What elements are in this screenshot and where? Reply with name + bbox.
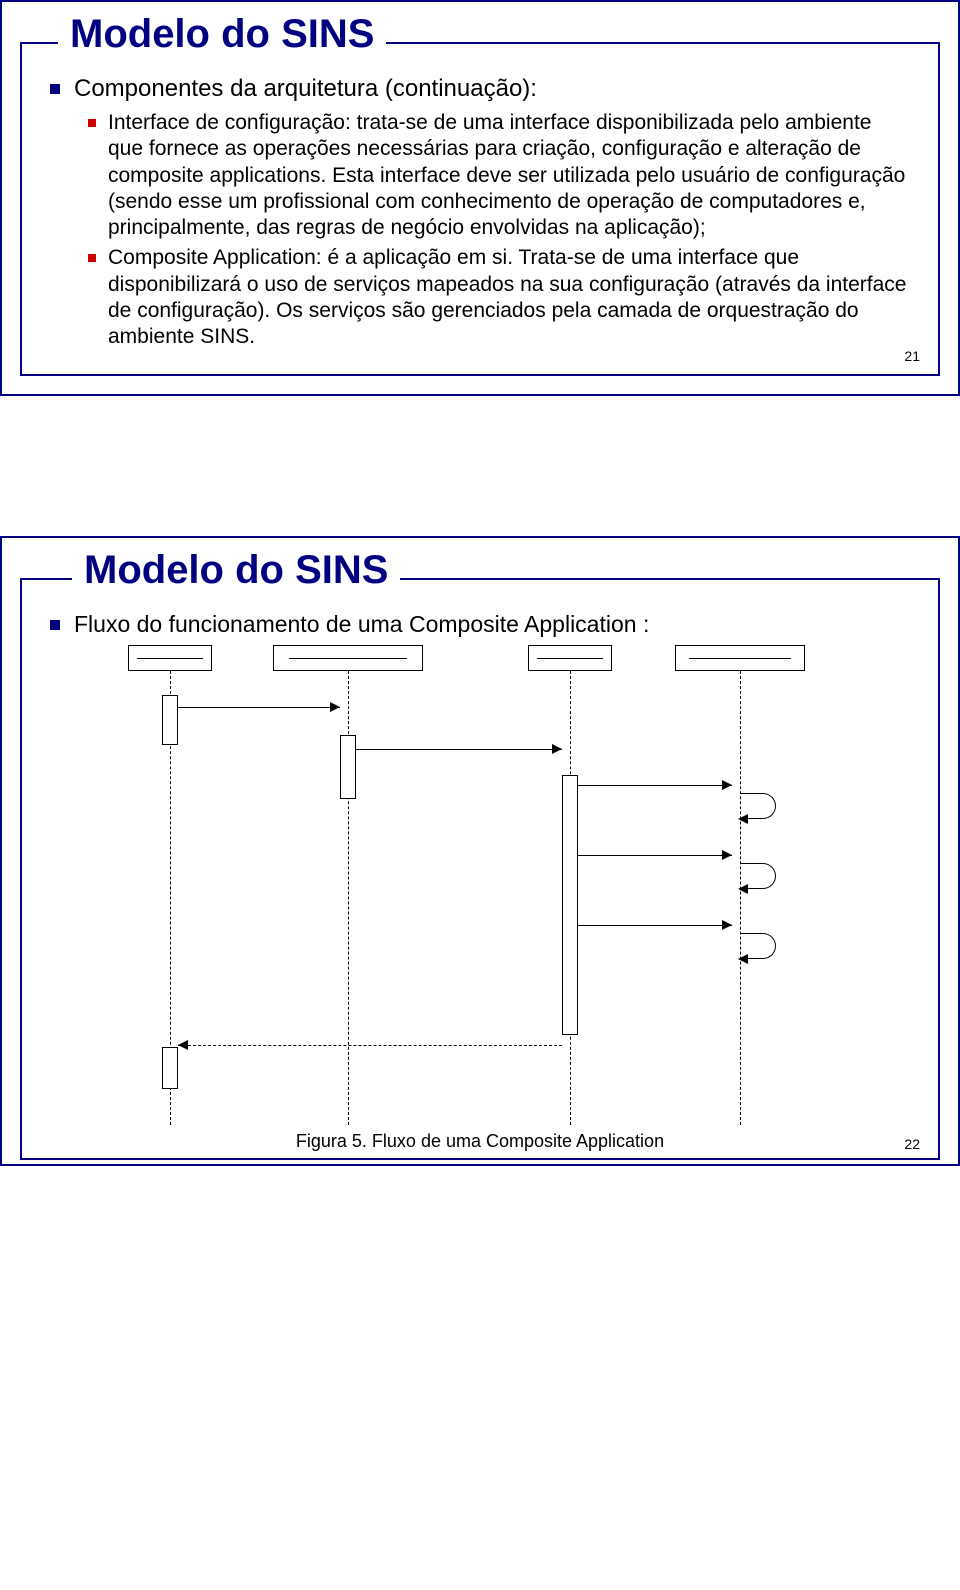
message-arrow bbox=[578, 925, 732, 926]
page-number: 21 bbox=[904, 348, 920, 364]
square-bullet-icon bbox=[88, 254, 96, 262]
lifeline-head bbox=[528, 645, 612, 671]
arrowhead-right-icon bbox=[722, 780, 732, 790]
message-arrow bbox=[578, 785, 732, 786]
square-bullet-icon bbox=[50, 620, 60, 630]
activation-bar bbox=[162, 695, 178, 745]
figure-caption: Figura 5. Fluxo de uma Composite Applica… bbox=[50, 1131, 910, 1152]
bullet-text: Fluxo do funcionamento de uma Composite … bbox=[74, 610, 649, 639]
message-arrow bbox=[578, 855, 732, 856]
arrowhead-left-icon bbox=[178, 1040, 188, 1050]
arrowhead-left-icon bbox=[738, 954, 748, 964]
sequence-diagram bbox=[100, 645, 860, 1125]
arrowhead-right-icon bbox=[330, 702, 340, 712]
slide-2-frame: Modelo do SINS Fluxo do funcionamento de… bbox=[20, 578, 940, 1160]
square-bullet-icon bbox=[50, 84, 60, 94]
page-number: 22 bbox=[904, 1136, 920, 1152]
slide-1-body: Componentes da arquitetura (continuação)… bbox=[22, 44, 938, 374]
lifeline-head bbox=[273, 645, 423, 671]
message-arrow bbox=[356, 749, 562, 750]
arrowhead-right-icon bbox=[722, 920, 732, 930]
bullet-text: Interface de configuração: trata-se de u… bbox=[108, 110, 910, 241]
activation-bar bbox=[162, 1047, 178, 1089]
slide-1-frame: Modelo do SINS Componentes da arquitetur… bbox=[20, 42, 940, 376]
arrowhead-left-icon bbox=[738, 814, 748, 824]
lifeline bbox=[740, 671, 741, 1125]
arrowhead-right-icon bbox=[722, 850, 732, 860]
activation-bar bbox=[562, 775, 578, 1035]
bullet-level2: Composite Application: é a aplicação em … bbox=[88, 245, 910, 350]
slide-2-title: Modelo do SINS bbox=[72, 548, 400, 593]
activation-bar bbox=[340, 735, 356, 799]
lifeline-head bbox=[128, 645, 212, 671]
slide-2: Modelo do SINS Fluxo do funcionamento de… bbox=[0, 536, 960, 1166]
message-arrow bbox=[178, 1045, 562, 1046]
slide-1-title: Modelo do SINS bbox=[58, 12, 386, 57]
slide-2-body: Fluxo do funcionamento de uma Composite … bbox=[22, 580, 938, 1158]
message-arrow bbox=[178, 707, 340, 708]
bullet-level1: Componentes da arquitetura (continuação)… bbox=[50, 74, 910, 104]
arrowhead-left-icon bbox=[738, 884, 748, 894]
square-bullet-icon bbox=[88, 119, 96, 127]
slide-1: Modelo do SINS Componentes da arquitetur… bbox=[0, 0, 960, 396]
bullet-level1: Fluxo do funcionamento de uma Composite … bbox=[50, 610, 910, 639]
lifeline-head bbox=[675, 645, 805, 671]
bullet-text: Componentes da arquitetura (continuação)… bbox=[74, 74, 537, 104]
arrowhead-right-icon bbox=[552, 744, 562, 754]
bullet-text: Composite Application: é a aplicação em … bbox=[108, 245, 910, 350]
bullet-level2: Interface de configuração: trata-se de u… bbox=[88, 110, 910, 241]
